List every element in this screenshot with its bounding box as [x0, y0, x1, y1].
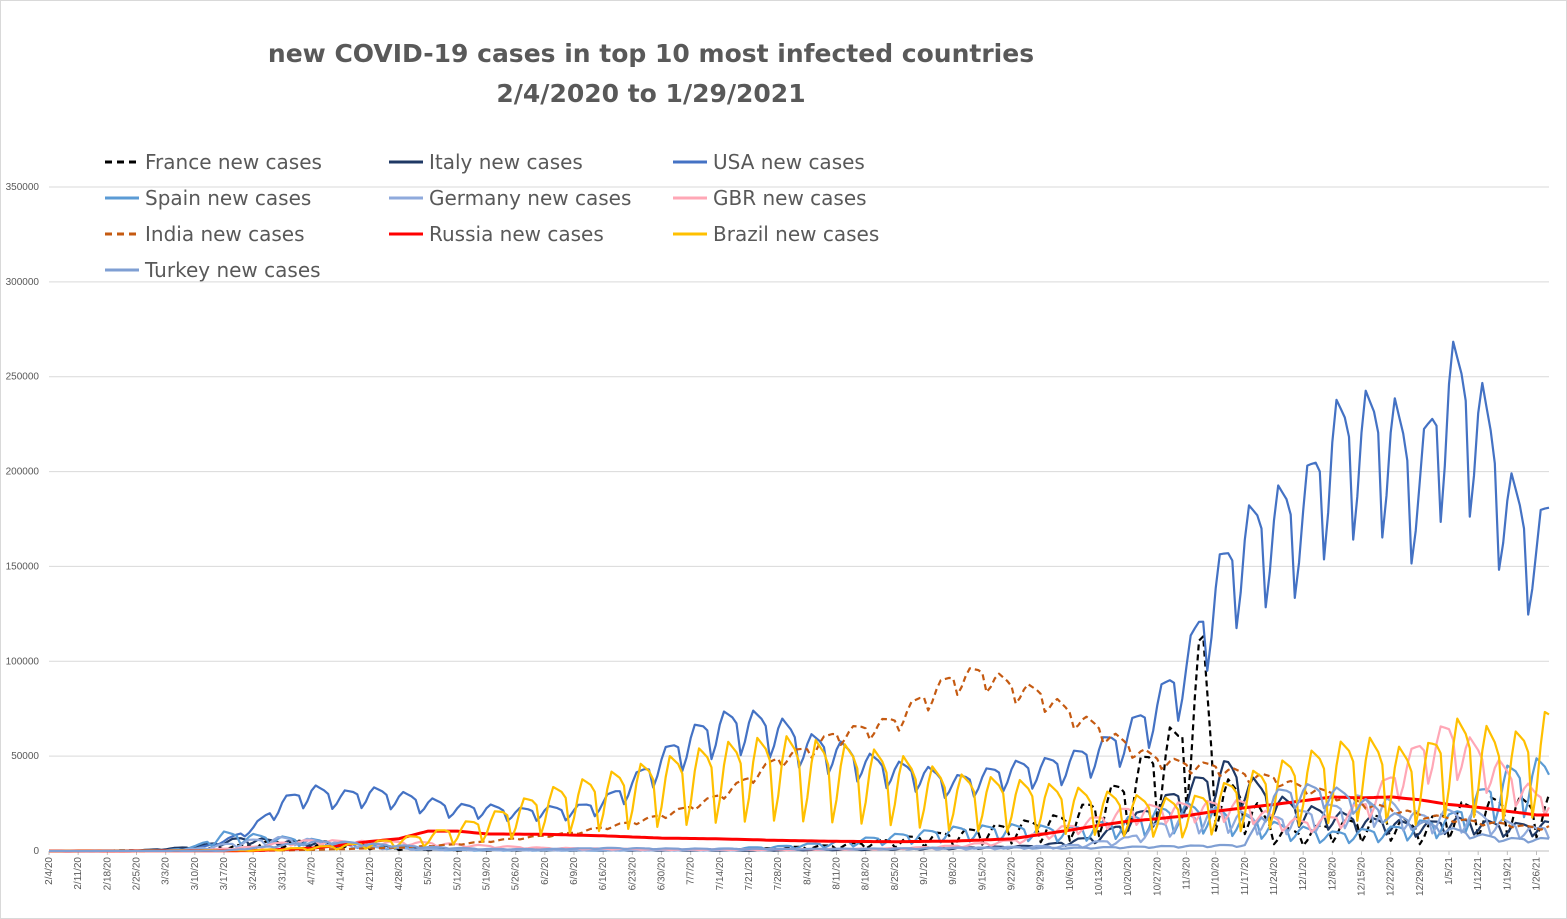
x-tick-label: 10/6/20	[1065, 857, 1076, 891]
x-tick-label: 8/4/20	[802, 857, 813, 885]
x-tick-label: 6/23/20	[627, 857, 638, 891]
x-tick-label: 7/28/20	[773, 857, 784, 891]
legend-label-gbr: GBR new cases	[713, 186, 867, 210]
x-tick-label: 3/17/20	[219, 857, 230, 891]
x-tick-label: 9/22/20	[1007, 857, 1018, 891]
legend-label-turkey: Turkey new cases	[145, 258, 321, 282]
legend-swatch-italy	[389, 160, 423, 164]
legend-item-russia: Russia new cases	[389, 221, 604, 247]
x-tick-label: 8/25/20	[890, 857, 901, 891]
legend-item-italy: Italy new cases	[389, 149, 583, 175]
x-tick-label: 12/1/20	[1298, 857, 1309, 891]
x-tick-label: 10/13/20	[1094, 857, 1105, 896]
y-tick-label: 150000	[6, 561, 40, 572]
legend-swatch-india	[105, 232, 139, 236]
series-line-spain	[49, 757, 1550, 853]
x-tick-label: 5/19/20	[482, 857, 493, 891]
x-tick-label: 6/30/20	[657, 857, 668, 891]
x-tick-label: 5/5/20	[423, 857, 434, 885]
x-tick-label: 4/21/20	[365, 857, 376, 891]
x-tick-label: 4/14/20	[336, 857, 347, 891]
x-tick-label: 9/15/20	[977, 857, 988, 891]
x-tick-label: 4/7/20	[307, 857, 318, 885]
legend-item-germany: Germany new cases	[389, 185, 631, 211]
x-tick-label: 5/26/20	[511, 857, 522, 891]
x-tick-label: 8/11/20	[832, 857, 843, 890]
legend-swatch-gbr	[673, 196, 707, 200]
x-tick-label: 10/20/20	[1123, 857, 1134, 896]
x-tick-label: 3/31/20	[277, 857, 288, 891]
y-tick-label: 300000	[6, 277, 40, 288]
legend-label-spain: Spain new cases	[145, 186, 312, 210]
series-line-turkey	[49, 783, 1550, 853]
x-tick-label: 4/28/20	[394, 857, 405, 891]
legend-swatch-russia	[389, 232, 423, 236]
series-line-gbr	[49, 725, 1550, 853]
x-tick-label: 6/2/20	[540, 857, 551, 885]
x-tick-label: 12/22/20	[1386, 857, 1397, 896]
x-tick-label: 6/16/20	[598, 857, 609, 891]
x-tick-label: 7/7/20	[686, 857, 697, 885]
legend-item-usa: USA new cases	[673, 149, 865, 175]
x-tick-label: 12/8/20	[1327, 857, 1338, 891]
legend-label-russia: Russia new cases	[429, 222, 604, 246]
legend-swatch-germany	[389, 196, 423, 200]
y-tick-label: 250000	[6, 372, 40, 383]
x-tick-label: 1/19/21	[1502, 857, 1513, 891]
x-tick-label: 9/1/20	[919, 857, 930, 885]
x-tick-label: 3/10/20	[190, 857, 201, 891]
x-tick-label: 2/4/20	[44, 857, 55, 885]
x-tick-label: 7/14/20	[715, 857, 726, 891]
legend-label-usa: USA new cases	[713, 150, 865, 174]
x-tick-label: 11/10/20	[1211, 857, 1222, 896]
x-tick-label: 11/24/20	[1269, 857, 1280, 896]
x-tick-label: 3/24/20	[248, 857, 259, 891]
x-tick-label: 2/11/20	[73, 857, 84, 890]
legend-label-germany: Germany new cases	[429, 186, 632, 210]
legend-swatch-turkey	[105, 268, 139, 272]
legend-item-spain: Spain new cases	[105, 185, 311, 211]
x-tick-label: 2/25/20	[132, 857, 143, 891]
y-tick-label: 50000	[11, 751, 39, 762]
legend-label-india: India new cases	[145, 222, 305, 246]
legend-label-italy: Italy new cases	[429, 150, 583, 174]
x-tick-label: 9/29/20	[1036, 857, 1047, 891]
x-tick-label: 8/18/20	[861, 857, 872, 891]
legend-item-france: France new cases	[105, 149, 322, 175]
x-tick-label: 12/29/20	[1415, 857, 1426, 896]
legend-label-brazil: Brazil new cases	[713, 222, 880, 246]
legend-swatch-france	[105, 160, 139, 164]
legend-item-brazil: Brazil new cases	[673, 221, 879, 247]
x-tick-label: 9/8/20	[948, 857, 959, 885]
y-tick-label: 100000	[6, 656, 40, 667]
x-tick-label: 2/18/20	[102, 857, 113, 891]
series-line-brazil	[49, 710, 1550, 853]
x-tick-label: 12/15/20	[1357, 857, 1368, 896]
x-tick-label: 7/21/20	[744, 857, 755, 891]
x-tick-label: 6/9/20	[569, 857, 580, 885]
legend-item-turkey: Turkey new cases	[105, 257, 321, 283]
x-tick-label: 1/26/21	[1532, 857, 1543, 891]
x-tick-label: 11/17/20	[1240, 857, 1251, 896]
y-tick-label: 350000	[6, 182, 40, 193]
x-tick-label: 11/3/20	[1182, 857, 1193, 890]
chart-subtitle: 2/4/2020 to 1/29/2021	[496, 79, 806, 108]
x-tick-label: 10/27/20	[1152, 857, 1163, 896]
legend-item-india: India new cases	[105, 221, 305, 247]
legend-swatch-spain	[105, 196, 139, 200]
y-tick-label: 200000	[6, 467, 40, 478]
x-tick-label: 1/5/21	[1444, 857, 1455, 885]
x-tick-label: 5/12/20	[452, 857, 463, 891]
x-tick-label: 1/12/21	[1473, 857, 1484, 891]
x-tick-label: 3/3/20	[161, 857, 172, 885]
legend-swatch-usa	[673, 160, 707, 164]
legend-label-france: France new cases	[145, 150, 322, 174]
y-tick-label: 0	[33, 846, 39, 857]
legend-item-gbr: GBR new cases	[673, 185, 867, 211]
chart-title: new COVID-19 cases in top 10 most infect…	[267, 39, 1035, 68]
legend-swatch-brazil	[673, 232, 707, 236]
